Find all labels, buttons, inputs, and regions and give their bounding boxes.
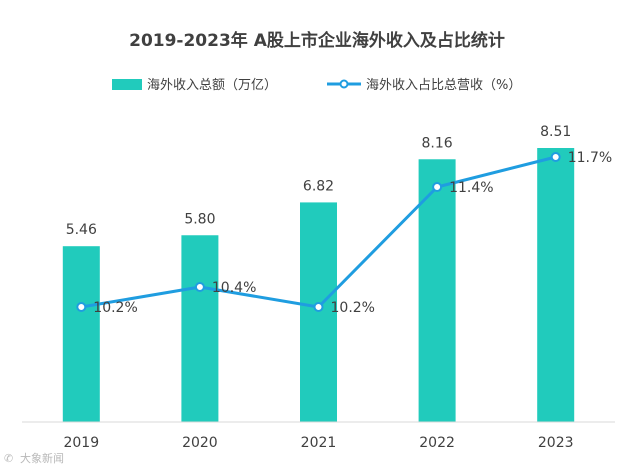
bar-2023 [537, 148, 575, 422]
bar-value-labels: 5.46 5.80 6.82 8.16 8.51 [66, 124, 572, 238]
bar-2022 [418, 159, 456, 422]
line-point-2022 [432, 182, 443, 192]
line-value-label-2019: 10.2% [93, 300, 137, 316]
legend: 海外收入总额（万亿） 海外收入占比总营收（%） [112, 78, 521, 93]
bar-2019 [62, 246, 100, 422]
line-series: 10.2% 10.4% 10.2% 11.4% 11.7% [76, 150, 612, 316]
x-tick-2021: 2021 [301, 435, 337, 451]
line-point-2020 [194, 282, 205, 292]
line-value-label-2022: 11.4% [449, 180, 493, 196]
watermark-logo-icon: ✆ [4, 452, 13, 465]
bar-value-label-2020: 5.80 [184, 211, 215, 227]
legend-line-marker [339, 79, 349, 89]
legend-bar-swatch [112, 79, 142, 90]
line-point-2021 [313, 302, 324, 312]
chart-title: 2019-2023年 A股上市企业海外收入及占比统计 [129, 30, 505, 51]
line-value-label-2021: 10.2% [331, 300, 375, 316]
line-point-2019 [76, 302, 87, 312]
bar-value-label-2023: 8.51 [540, 124, 571, 140]
line-value-label-2020: 10.4% [212, 280, 256, 296]
x-tick-2023: 2023 [538, 435, 574, 451]
x-tick-2022: 2022 [419, 435, 455, 451]
bar-2020 [181, 235, 219, 422]
legend-line-label: 海外收入占比总营收（%） [366, 78, 521, 93]
x-tick-2019: 2019 [63, 435, 99, 451]
watermark: ✆ 大象新闻 [4, 451, 64, 465]
legend-bar-label: 海外收入总额（万亿） [147, 78, 277, 93]
line-point-2023 [550, 152, 561, 162]
line-value-label-2023: 11.7% [568, 150, 612, 166]
bar-value-label-2022: 8.16 [422, 135, 453, 151]
watermark-text: 大象新闻 [20, 451, 64, 465]
bar-series [62, 148, 575, 422]
bar-value-label-2019: 5.46 [66, 222, 97, 238]
bar-value-label-2021: 6.82 [303, 178, 334, 194]
x-axis-ticks: 2019 2020 2021 2022 2023 [63, 435, 573, 451]
bar-2021 [300, 202, 337, 422]
x-tick-2020: 2020 [182, 435, 218, 451]
